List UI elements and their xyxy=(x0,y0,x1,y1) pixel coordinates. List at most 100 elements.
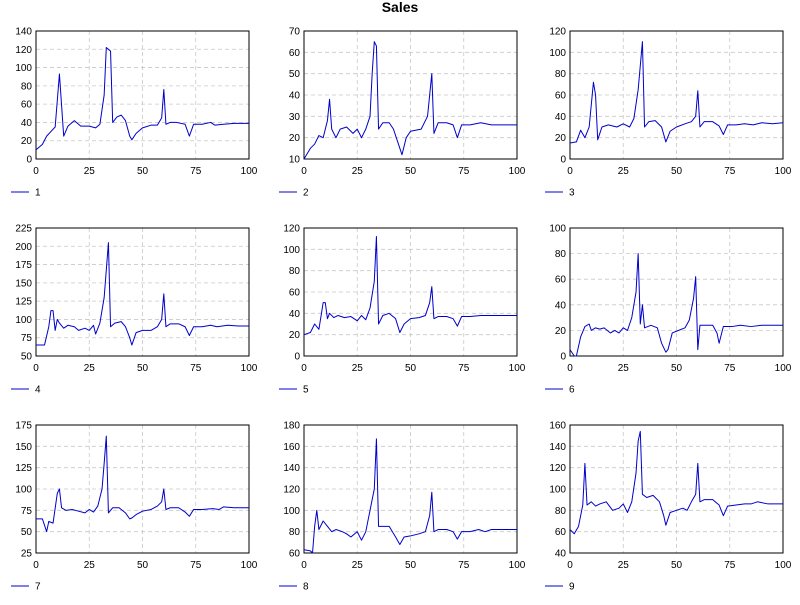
series-line-1 xyxy=(35,46,249,151)
subplot-2: 10 20 30 40 50 60 70 0 25 50 75 100 2 xyxy=(279,27,526,199)
x-tick-label: 100 xyxy=(241,560,258,571)
subplot-5: 0 20 40 60 80 100 120 0 25 50 75 100 5 xyxy=(279,224,526,396)
y-tick-label: 150 xyxy=(15,442,32,453)
y-tick-label: 80 xyxy=(555,69,567,80)
legend-label: 9 xyxy=(569,582,575,593)
y-tick-label: 40 xyxy=(555,112,567,123)
y-tick-label: 40 xyxy=(289,309,301,320)
legend-label: 5 xyxy=(303,385,309,396)
y-tick-label: 60 xyxy=(289,288,301,299)
x-tick-label: 25 xyxy=(618,363,630,374)
y-tick-label: 0 xyxy=(560,155,566,166)
plot-frame xyxy=(569,424,784,554)
y-tick-label: 50 xyxy=(21,527,33,538)
y-tick-label: 25 xyxy=(21,549,33,560)
plot-frame xyxy=(35,227,250,357)
y-tick-label: 100 xyxy=(15,315,32,326)
y-tick-label: 40 xyxy=(555,300,567,311)
y-tick-label: 60 xyxy=(21,100,33,111)
y-tick-label: 30 xyxy=(289,112,301,123)
x-tick-label: 75 xyxy=(458,166,470,177)
y-tick-label: 120 xyxy=(15,45,32,56)
legend-label: 8 xyxy=(303,582,309,593)
x-tick-label: 100 xyxy=(509,166,526,177)
y-tick-label: 60 xyxy=(555,527,567,538)
subplot-8: 60 80 100 120 140 160 180 0 25 50 75 100 8 xyxy=(279,421,526,593)
x-tick-label: 0 xyxy=(301,363,307,374)
plot-frame xyxy=(569,227,784,357)
y-tick-label: 50 xyxy=(289,69,301,80)
y-tick-label: 80 xyxy=(21,81,33,92)
y-tick-label: 140 xyxy=(15,27,32,38)
x-tick-label: 50 xyxy=(137,363,149,374)
plot-frame xyxy=(35,424,250,554)
series-line-5 xyxy=(303,236,517,336)
x-tick-label: 25 xyxy=(352,166,364,177)
y-tick-label: 40 xyxy=(21,118,33,129)
legend-label: 3 xyxy=(569,188,575,199)
x-tick-label: 100 xyxy=(509,363,526,374)
y-tick-label: 50 xyxy=(21,352,33,363)
y-tick-label: 40 xyxy=(555,549,567,560)
y-tick-label: 100 xyxy=(549,224,566,235)
y-tick-label: 175 xyxy=(15,260,32,271)
x-tick-label: 100 xyxy=(509,560,526,571)
x-tick-label: 25 xyxy=(618,560,630,571)
legend-label: 4 xyxy=(35,385,41,396)
x-tick-label: 25 xyxy=(352,560,364,571)
y-tick-label: 100 xyxy=(283,506,300,517)
y-tick-label: 0 xyxy=(560,352,566,363)
y-tick-label: 125 xyxy=(15,463,32,474)
y-tick-label: 80 xyxy=(555,249,567,260)
x-tick-label: 75 xyxy=(190,560,202,571)
x-tick-label: 50 xyxy=(671,363,683,374)
x-tick-label: 25 xyxy=(84,560,96,571)
x-tick-label: 0 xyxy=(33,560,39,571)
x-tick-label: 75 xyxy=(458,363,470,374)
y-tick-label: 75 xyxy=(21,333,33,344)
y-tick-label: 20 xyxy=(555,326,567,337)
y-tick-label: 140 xyxy=(283,463,300,474)
subplot-1: 0 20 40 60 80 100 120 140 0 25 50 75 100 1 xyxy=(11,27,258,199)
x-tick-label: 0 xyxy=(301,166,307,177)
legend-label: 1 xyxy=(35,188,41,199)
legend-label: 7 xyxy=(35,582,41,593)
y-tick-label: 100 xyxy=(15,485,32,496)
y-tick-label: 80 xyxy=(289,266,301,277)
subplot-9: 40 60 80 100 120 140 160 0 25 50 75 100 9 xyxy=(545,421,792,593)
x-tick-label: 100 xyxy=(775,166,792,177)
y-tick-label: 0 xyxy=(26,155,32,166)
x-tick-label: 50 xyxy=(137,560,149,571)
y-tick-label: 180 xyxy=(283,421,300,432)
y-tick-label: 120 xyxy=(283,224,300,235)
x-tick-label: 0 xyxy=(301,560,307,571)
x-tick-label: 75 xyxy=(190,166,202,177)
y-tick-label: 60 xyxy=(555,275,567,286)
y-tick-label: 125 xyxy=(15,297,32,308)
y-tick-label: 140 xyxy=(549,442,566,453)
y-tick-label: 60 xyxy=(289,48,301,59)
subplot-3: 0 20 40 60 80 100 120 0 25 50 75 100 3 xyxy=(545,27,792,199)
y-tick-label: 80 xyxy=(555,506,567,517)
x-tick-label: 100 xyxy=(775,560,792,571)
x-tick-label: 75 xyxy=(724,166,736,177)
plot-frame xyxy=(569,30,784,160)
y-tick-label: 100 xyxy=(15,63,32,74)
x-tick-label: 25 xyxy=(352,363,364,374)
series-line-4 xyxy=(36,242,249,346)
x-tick-label: 100 xyxy=(241,363,258,374)
x-tick-label: 50 xyxy=(137,166,149,177)
plot-frame xyxy=(303,424,518,554)
x-tick-label: 50 xyxy=(405,560,417,571)
y-tick-label: 120 xyxy=(549,463,566,474)
y-tick-label: 160 xyxy=(283,442,300,453)
x-tick-label: 75 xyxy=(724,560,736,571)
subplot-4: 50 75 100 125 150 175 200 225 0 25 50 75 100 4 xyxy=(11,224,258,396)
y-tick-label: 60 xyxy=(555,91,567,102)
x-tick-label: 75 xyxy=(190,363,202,374)
x-tick-label: 25 xyxy=(84,363,96,374)
x-tick-label: 25 xyxy=(84,166,96,177)
